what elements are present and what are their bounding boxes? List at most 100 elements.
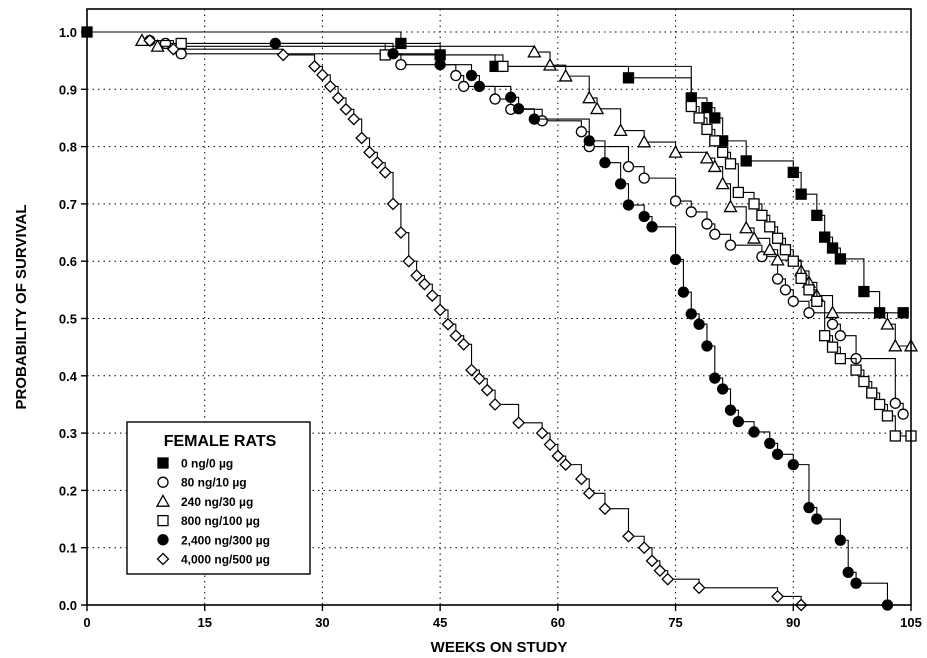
data-point [582,90,597,104]
data-point [450,69,462,82]
data-point [699,150,715,164]
series-1 [81,26,909,319]
data-point [771,448,784,460]
data-point [880,316,895,330]
x-tick-label: 60 [551,615,565,630]
data-point [842,566,854,578]
series-6 [143,34,808,612]
data-point [881,410,894,422]
data-point [598,502,612,516]
data-point [787,295,799,307]
data-point [543,438,557,451]
data-point [811,513,823,525]
data-point [850,364,862,376]
data-point [276,48,290,62]
legend-marker [157,476,169,488]
data-point [410,269,424,282]
data-point [693,112,705,124]
data-point [897,307,909,319]
data-point [803,284,815,296]
data-point [622,199,635,211]
data-point [701,340,713,352]
data-point [457,337,471,351]
data-point [387,48,399,60]
data-point [724,158,737,170]
y-tick-label: 0.5 [59,312,77,327]
data-point [677,286,690,298]
legend-marker [156,552,170,566]
data-point [378,165,392,179]
data-point [613,123,628,137]
data-point [685,100,697,113]
data-point [795,272,807,285]
data-point [693,318,705,330]
y-tick-label: 0.1 [59,541,77,556]
data-point [771,232,784,244]
x-tick-label: 0 [83,615,90,630]
data-point [542,57,558,71]
data-point [709,228,721,240]
data-point [465,363,478,377]
data-point [669,253,682,266]
series-line [87,31,904,314]
data-point [646,221,658,233]
plot-frame [86,8,912,606]
data-point [528,113,540,125]
data-point [709,372,721,384]
x-tick-label: 105 [900,615,922,630]
data-point [574,472,588,486]
data-point [803,501,815,514]
data-point [535,426,549,440]
data-point [395,59,407,71]
data-point [583,135,595,147]
series-layer [81,26,919,612]
data-point [512,416,526,430]
data-point [668,144,683,158]
y-tick-label: 0.4 [59,369,78,384]
data-point [787,458,799,471]
data-point [819,330,831,342]
legend-title: FEMALE RATS [164,433,277,450]
y-tick-label: 0.2 [59,483,77,498]
legend-box [126,421,311,575]
data-point [707,159,722,173]
data-point [175,37,187,50]
data-point [559,458,573,472]
data-point [394,226,408,239]
data-point [756,209,768,222]
data-point [386,197,400,211]
data-point [717,383,729,395]
data-point [723,199,738,213]
data-point [746,230,762,244]
data-point [715,176,730,190]
series-4 [175,37,917,442]
series-line [149,40,904,415]
data-point [866,387,878,399]
data-point [732,415,745,428]
data-point [143,34,157,48]
legend-marker [157,534,169,546]
data-point [472,372,486,386]
data-point [826,341,839,353]
data-point [669,195,682,207]
data-point [764,221,776,233]
data-point [709,112,721,124]
legend-label: 0 ng/0 µg [181,457,233,471]
legend: FEMALE RATS 0 ng/0 µg 80 ng/10 µg 240 ng/3… [126,421,311,575]
data-point [347,112,361,126]
data-point [551,449,565,463]
legend-label: 4,000 ng/500 µg [181,553,270,567]
data-point [771,273,784,285]
data-point [701,101,713,114]
y-tick-label: 0.0 [59,598,77,613]
data-point [897,408,909,420]
data-point [512,103,525,115]
data-point [770,252,785,266]
data-point [638,172,650,184]
data-point [661,572,675,586]
y-tick-label: 0.3 [59,426,77,441]
data-point [582,486,596,500]
data-point [622,529,635,543]
data-point [637,134,652,148]
